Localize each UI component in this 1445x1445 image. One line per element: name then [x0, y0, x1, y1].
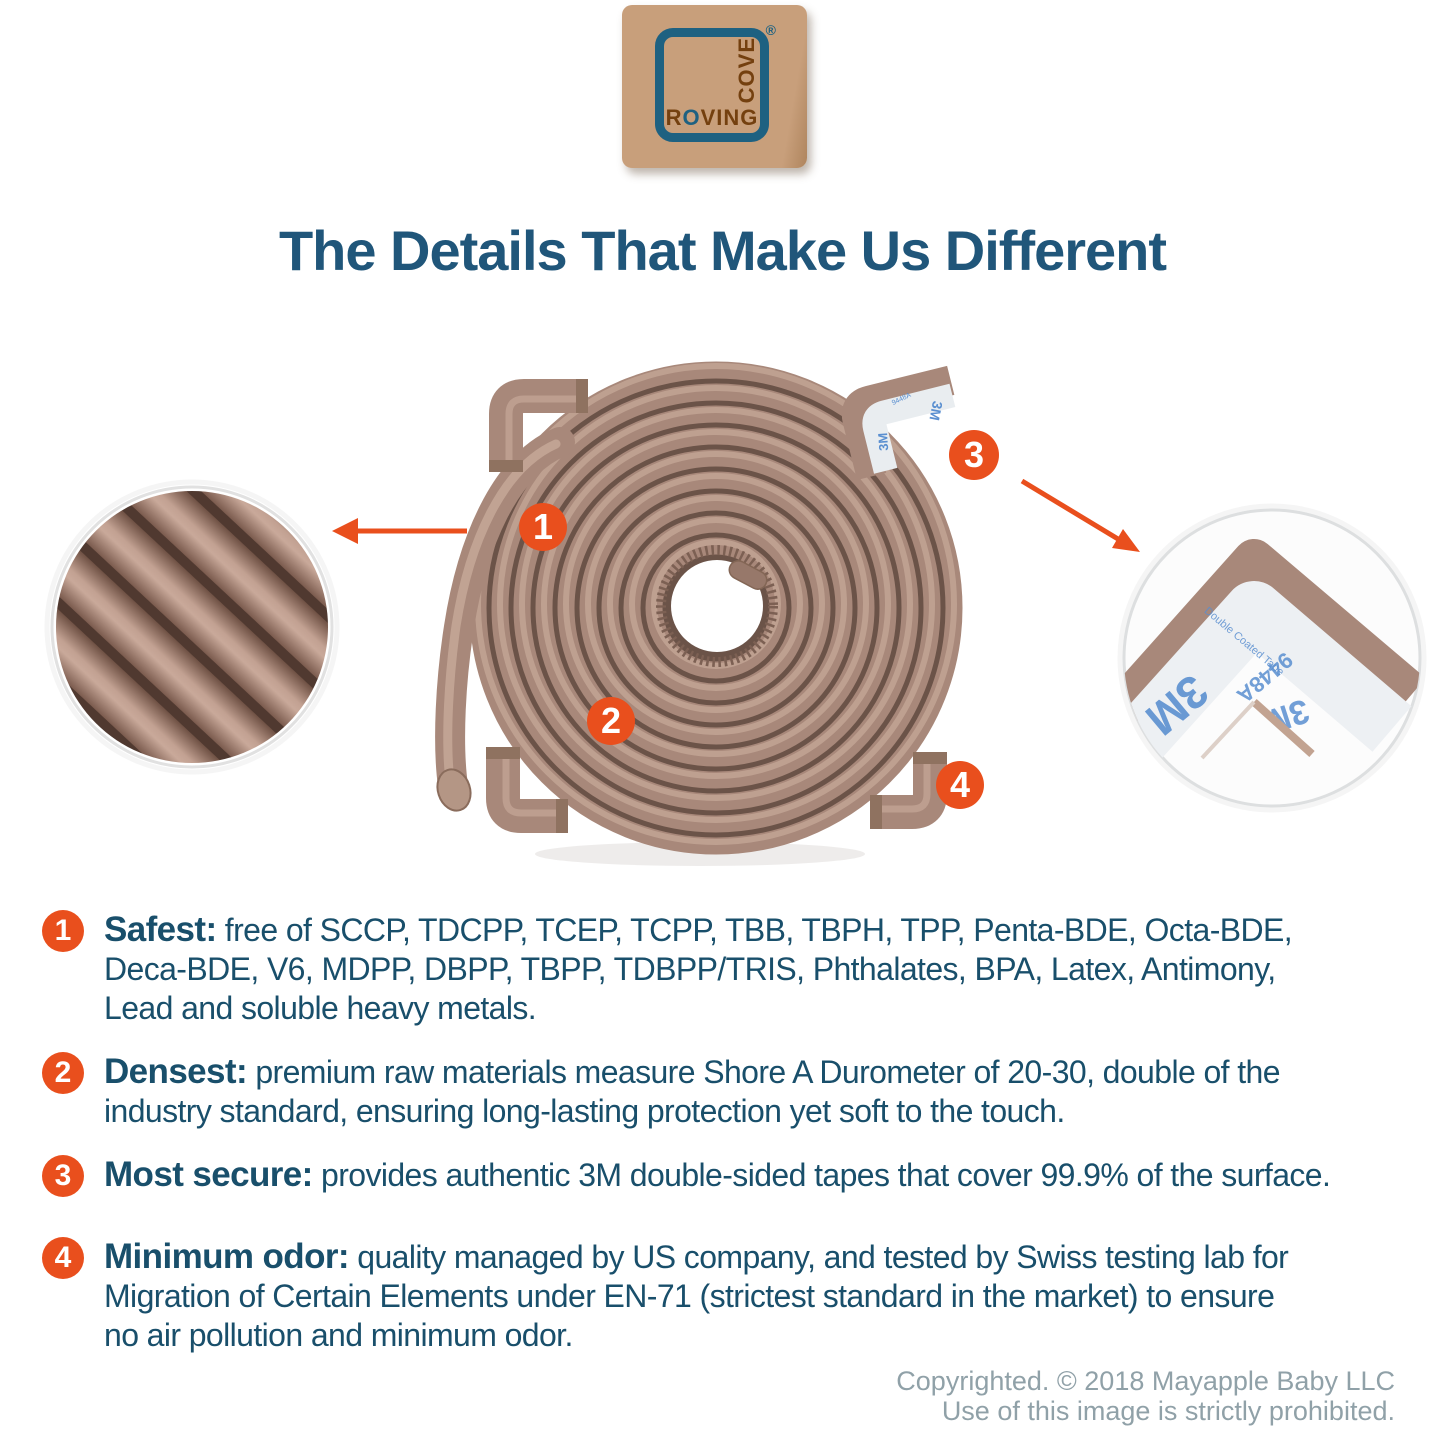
- callout-arrow-left: [332, 518, 467, 544]
- feature-label: Safest:: [104, 910, 217, 949]
- feature-text: Densest: premium raw materials measure S…: [104, 1052, 1281, 1131]
- feature-label: Most secure:: [104, 1155, 313, 1194]
- feature-text-line: Minimum odor: quality managed by US comp…: [104, 1237, 1289, 1276]
- product-diagram: 3M 3M 9448A 3M 9448A Double Coated Tape …: [44, 361, 1427, 866]
- feature-text-line: no air pollution and minimum odor.: [104, 1317, 573, 1353]
- feature-text-line: industry standard, ensuring long-lasting…: [104, 1093, 1065, 1129]
- feature-item: 1 Safest: free of SCCP, TDCPP, TCEP, TCP…: [42, 910, 1414, 1028]
- feature-number-badge: 3: [42, 1155, 84, 1197]
- feature-text-line: Migration of Certain Elements under EN-7…: [104, 1278, 1275, 1314]
- page-title: The Details That Make Us Different: [278, 219, 1167, 282]
- feature-text: Safest: free of SCCP, TDCPP, TCEP, TCPP,…: [104, 910, 1293, 1028]
- logo-word-horizontal: ROVING: [665, 105, 759, 130]
- logo-frame-icon: ® COVE ROVING: [655, 22, 776, 142]
- foam-texture-detail-circle: [44, 479, 340, 775]
- feature-text-line: Safest: free of SCCP, TDCPP, TCEP, TCPP,…: [104, 910, 1293, 949]
- coil-shadow: [535, 842, 865, 866]
- feature-text-line: Most secure: provides authentic 3M doubl…: [104, 1155, 1331, 1194]
- tape-brand-text: 3M: [926, 400, 945, 422]
- corner-cushion-bottom-left: [486, 747, 568, 833]
- coil-tail-strip: [435, 427, 575, 812]
- feature-text-line: Lead and soluble heavy metals.: [104, 990, 537, 1026]
- feature-text: Minimum odor: quality managed by US comp…: [104, 1237, 1289, 1355]
- copyright-line-1: Copyrighted. © 2018 Mayapple Baby LLC: [896, 1366, 1395, 1396]
- diagram-badge-2: 2: [587, 697, 635, 745]
- diagram-badge-4: 4: [936, 761, 984, 809]
- coil-inner-end: [728, 560, 768, 590]
- corner-cushion-with-tape: 3M 3M 9448A: [841, 365, 956, 480]
- corner-cushion-top-left: [489, 379, 588, 472]
- registered-mark: ®: [765, 22, 776, 38]
- brand-logo: ® COVE ROVING: [622, 5, 807, 168]
- feature-item: 3 Most secure: provides authentic 3M dou…: [42, 1155, 1414, 1197]
- diagram-badge-1: 1: [519, 503, 567, 551]
- svg-text:3: 3: [964, 434, 984, 475]
- feature-item: 2 Densest: premium raw materials measure…: [42, 1052, 1414, 1131]
- feature-list: 1 Safest: free of SCCP, TDCPP, TCEP, TCP…: [42, 910, 1414, 1379]
- copyright-line-2: Use of this image is strictly prohibited…: [941, 1396, 1395, 1426]
- svg-text:1: 1: [533, 506, 553, 547]
- feature-text-line: Densest: premium raw materials measure S…: [104, 1052, 1281, 1091]
- callout-arrow-right: [1020, 478, 1140, 552]
- svg-text:2: 2: [601, 700, 621, 741]
- feature-number-badge: 4: [42, 1237, 84, 1279]
- feature-text-line: Deca-BDE, V6, MDPP, DBPP, TBPP, TDBPP/TR…: [104, 951, 1276, 987]
- feature-label: Densest:: [104, 1052, 248, 1091]
- feature-number-badge: 2: [42, 1052, 84, 1094]
- copyright-notice: Copyrighted. © 2018 Mayapple Baby LLC Us…: [896, 1366, 1395, 1426]
- tape-detail-circle: 3M 9448A Double Coated Tape 3M: [1117, 503, 1427, 813]
- svg-text:4: 4: [950, 764, 970, 805]
- tape-brand-text: 3M: [875, 432, 891, 451]
- feature-text: Most secure: provides authentic 3M doubl…: [104, 1155, 1331, 1197]
- feature-item: 4 Minimum odor: quality managed by US co…: [42, 1237, 1414, 1355]
- corner-cushion-bottom-right: [870, 752, 947, 829]
- feature-label: Minimum odor:: [104, 1237, 350, 1276]
- feature-number-badge: 1: [42, 910, 84, 952]
- diagram-badge-3: 3: [949, 430, 999, 480]
- logo-word-vertical: COVE: [734, 37, 759, 104]
